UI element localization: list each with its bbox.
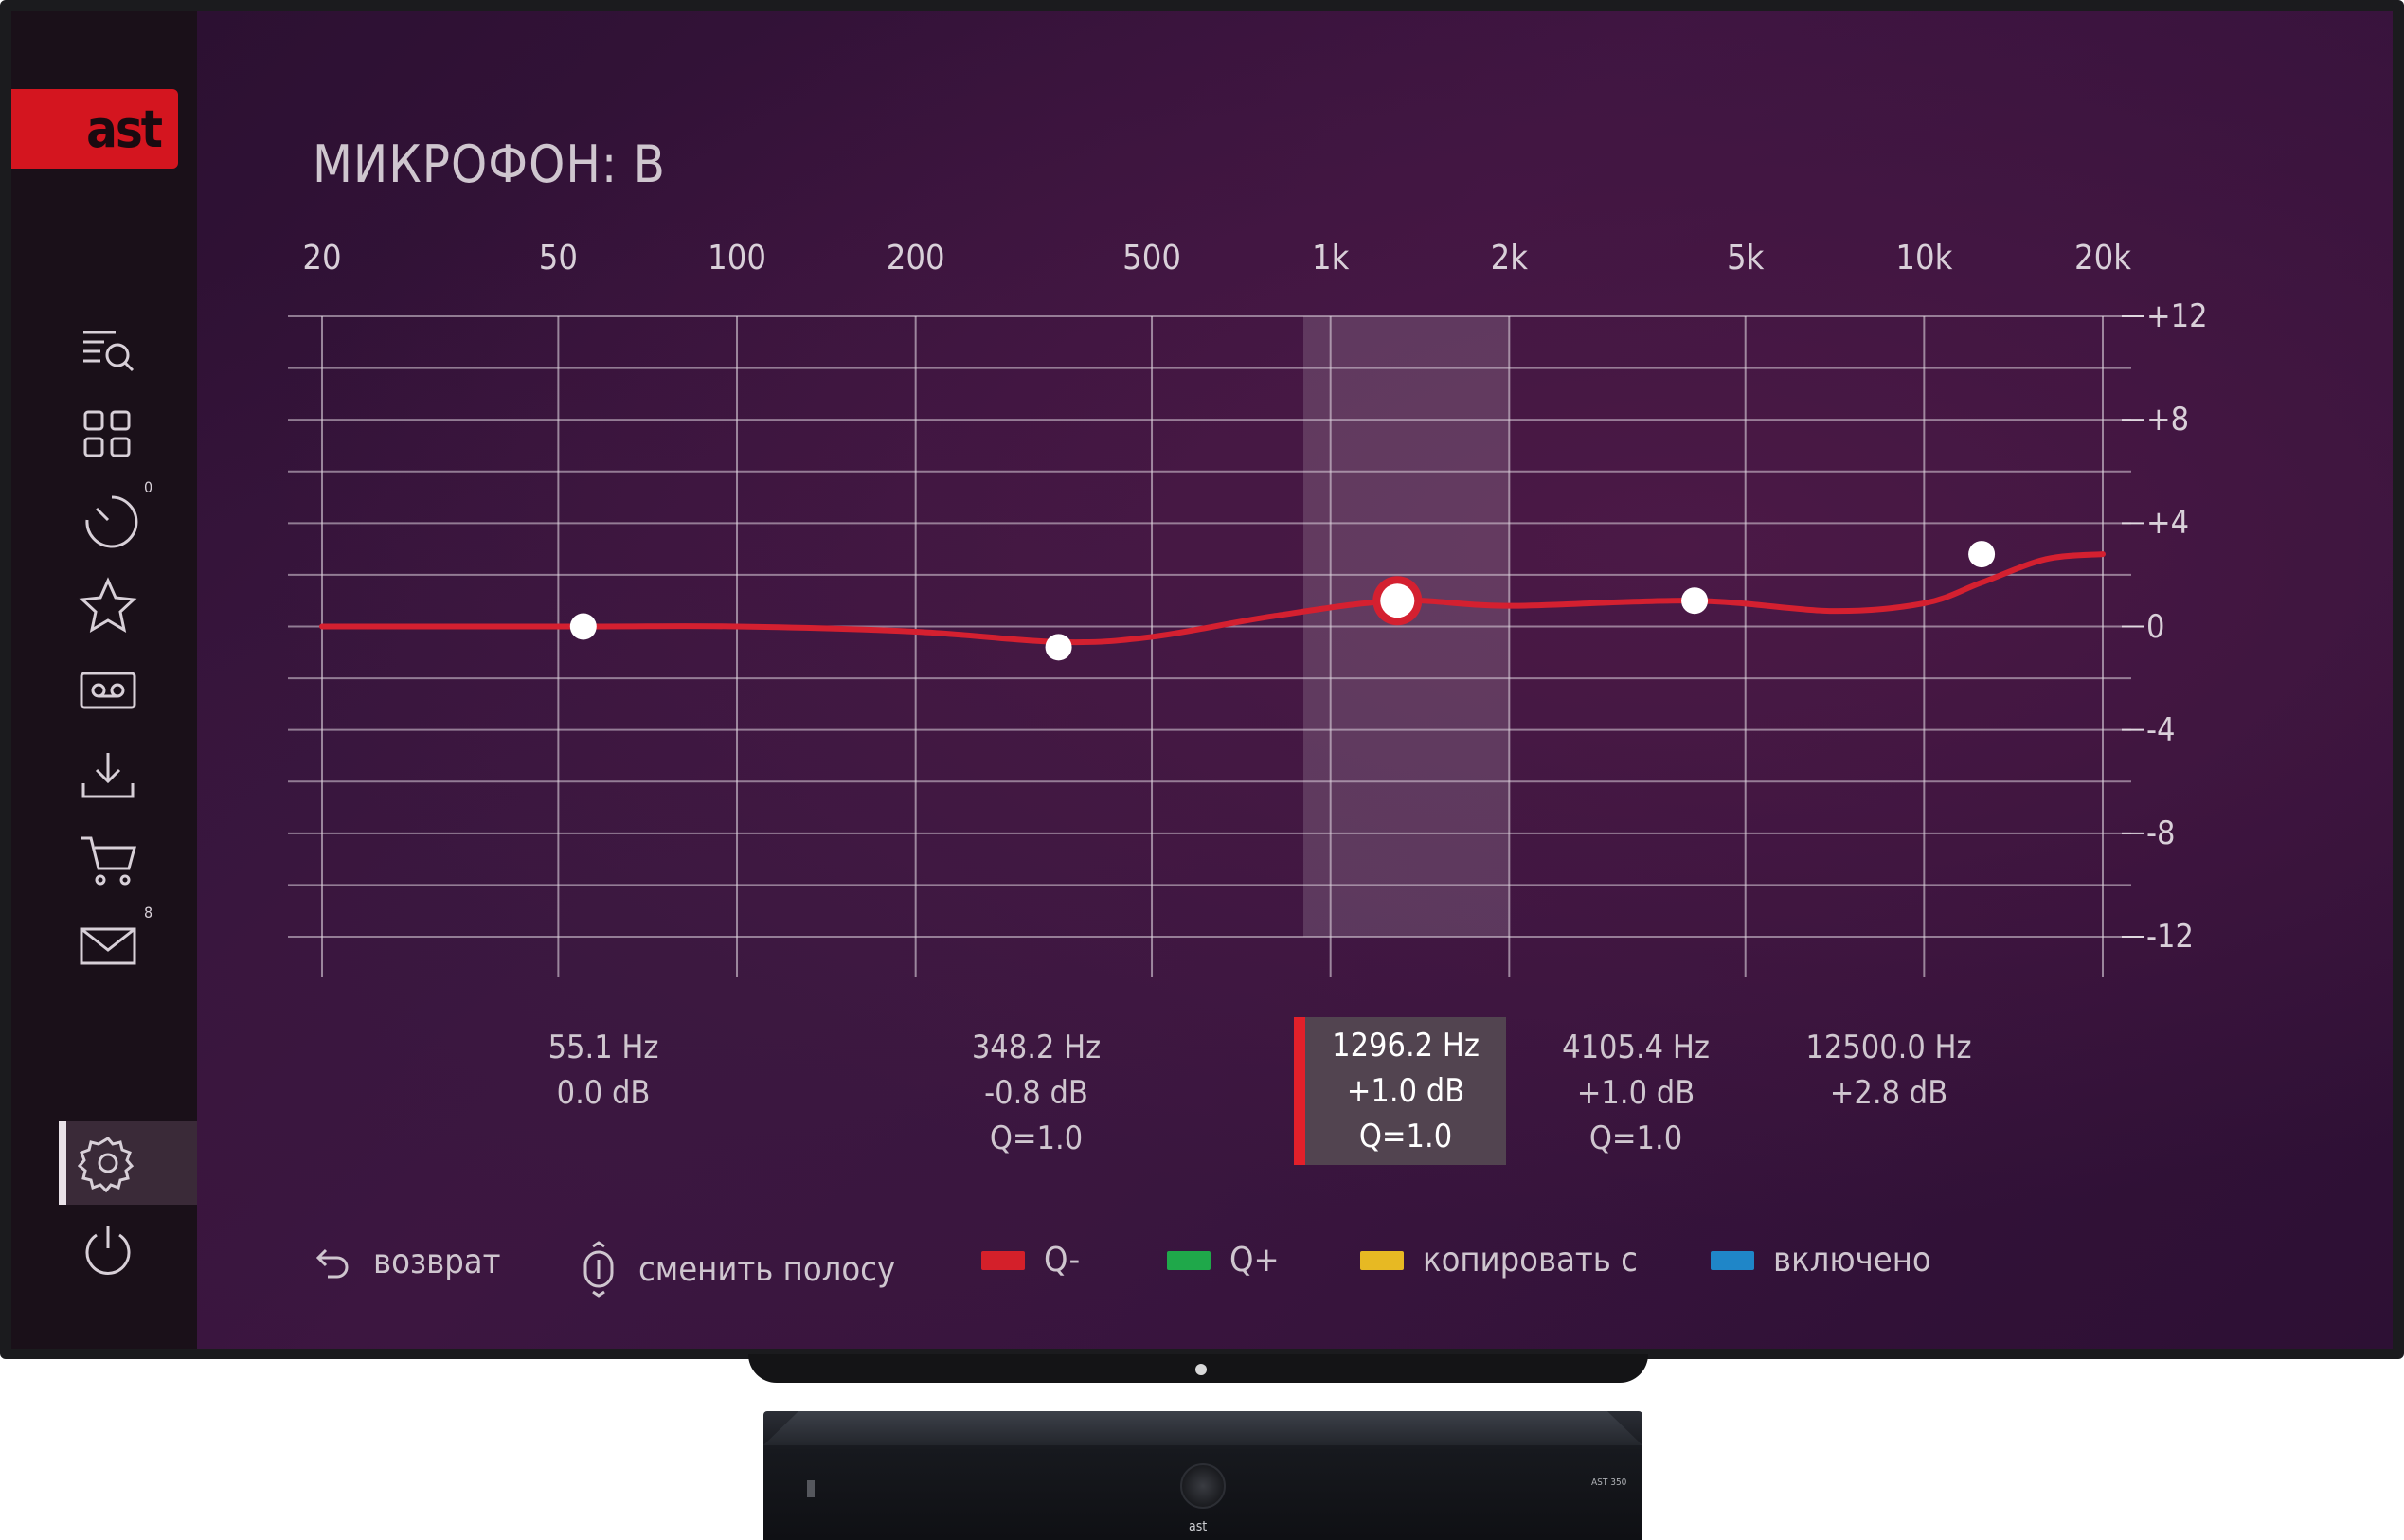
back-label: возврат [373,1242,501,1281]
y-tick-label: +12 [2146,297,2208,335]
y-tick-label: -8 [2146,814,2176,852]
change-band-label: сменить полосу [638,1249,896,1289]
grid-icon[interactable] [78,404,138,465]
page-title: МИКРОФОН: B [313,134,666,194]
search-list-icon[interactable] [78,319,138,380]
x-tick-label: 500 [1122,239,1181,278]
gear-icon[interactable] [77,1133,138,1193]
tv-power-led [1195,1364,1207,1375]
red-key-hint[interactable]: Q- [981,1241,1080,1280]
y-tick-label: -12 [2146,918,2194,956]
band-handle [1968,541,1996,568]
x-tick-label: 20 [302,239,342,278]
download-icon[interactable] [78,745,138,806]
green-key-swatch [1167,1250,1211,1270]
blue-key-hint[interactable]: включено [1711,1241,1931,1280]
green-key-label: Q+ [1229,1241,1280,1280]
yellow-key-swatch [1360,1250,1404,1270]
y-tick-label: -4 [2146,710,2176,749]
tv-screen: ast 0 [11,11,2393,1349]
green-key-hint[interactable]: Q+ [1167,1241,1280,1280]
x-tick-label: 200 [886,239,945,278]
x-tick-label: 1k [1312,239,1350,278]
mail-badge: 8 [144,904,153,922]
band-freq-label: 4105.4 Hz [1562,1029,1710,1066]
band-q-label: Q=1.0 [989,1119,1084,1157]
band-info[interactable]: 4105.4 Hz +1.0 dB Q=1.0 [1536,1025,1735,1161]
tv-frame: ast 0 [0,0,2404,1359]
timer-badge: 0 [144,478,153,496]
band-q-label: Q=1.0 [1358,1118,1453,1155]
device-logo: ast [1189,1519,1208,1534]
y-tick-label: +4 [2146,504,2190,543]
band-freq-label: 348.2 Hz [971,1029,1102,1066]
x-tick-label: 2k [1490,239,1529,278]
red-key-label: Q- [1044,1241,1081,1280]
device-badge: AST 350 [1591,1477,1627,1488]
back-arrow-icon [315,1248,349,1279]
mail-icon[interactable] [78,916,138,976]
red-key-swatch [981,1250,1025,1270]
band-info[interactable]: 12500.0 Hz +2.8 dB [1789,1025,1988,1116]
blue-key-label: включено [1773,1241,1931,1280]
band-handle [1681,587,1709,615]
band-gain-label: +1.0 dB [1576,1074,1695,1112]
ast-logo: ast [11,89,178,169]
y-tick-label: +8 [2146,401,2190,439]
band-freq-label: 12500.0 Hz [1805,1029,1972,1066]
band-handle [1045,634,1072,661]
x-tick-label: 100 [708,239,766,278]
band-info[interactable]: 348.2 Hz -0.8 dB Q=1.0 [937,1025,1136,1161]
power-icon[interactable] [78,1220,138,1280]
x-tick-label: 10k [1895,239,1953,278]
eq-chart[interactable] [11,11,2393,1349]
yellow-key-label: копировать с [1423,1241,1638,1280]
star-icon[interactable] [78,575,138,636]
power-knob [1180,1463,1226,1509]
x-tick-label: 50 [538,239,578,278]
remote-scroll-icon [583,1241,614,1298]
yellow-key-hint[interactable]: копировать с [1360,1241,1638,1280]
band-freq-label: 55.1 Hz [547,1029,659,1066]
band-info-selected[interactable]: 1296.2 Hz +1.0 dB Q=1.0 [1294,1017,1506,1165]
band-q-label: Q=1.0 [1588,1119,1683,1157]
back-hint[interactable]: возврат [313,1241,501,1282]
x-tick-label: 20k [2074,239,2131,278]
band-gain-label: +2.8 dB [1829,1074,1948,1112]
blue-key-swatch [1711,1250,1754,1270]
y-tick-label: 0 [2146,607,2165,646]
sidebar: ast 0 [11,11,197,1349]
band-gain-label: -0.8 dB [984,1074,1088,1112]
timer-icon[interactable] [78,490,138,550]
x-tick-label: 5k [1727,239,1765,278]
usb-port [807,1480,815,1497]
cart-icon[interactable] [78,831,138,891]
band-freq-label: 1296.2 Hz [1332,1027,1480,1065]
band-gain-label: 0.0 dB [556,1074,651,1112]
band-handle-selected [1380,583,1415,618]
band-handle [569,613,597,640]
eq-curve [319,551,2106,646]
band-gain-label: +1.0 dB [1346,1072,1465,1110]
band-info[interactable]: 55.1 Hz 0.0 dB [504,1025,703,1116]
change-band-hint[interactable]: сменить полосу [578,1241,895,1298]
set-top-box-lid [763,1411,1642,1445]
cassette-icon[interactable] [78,660,138,721]
